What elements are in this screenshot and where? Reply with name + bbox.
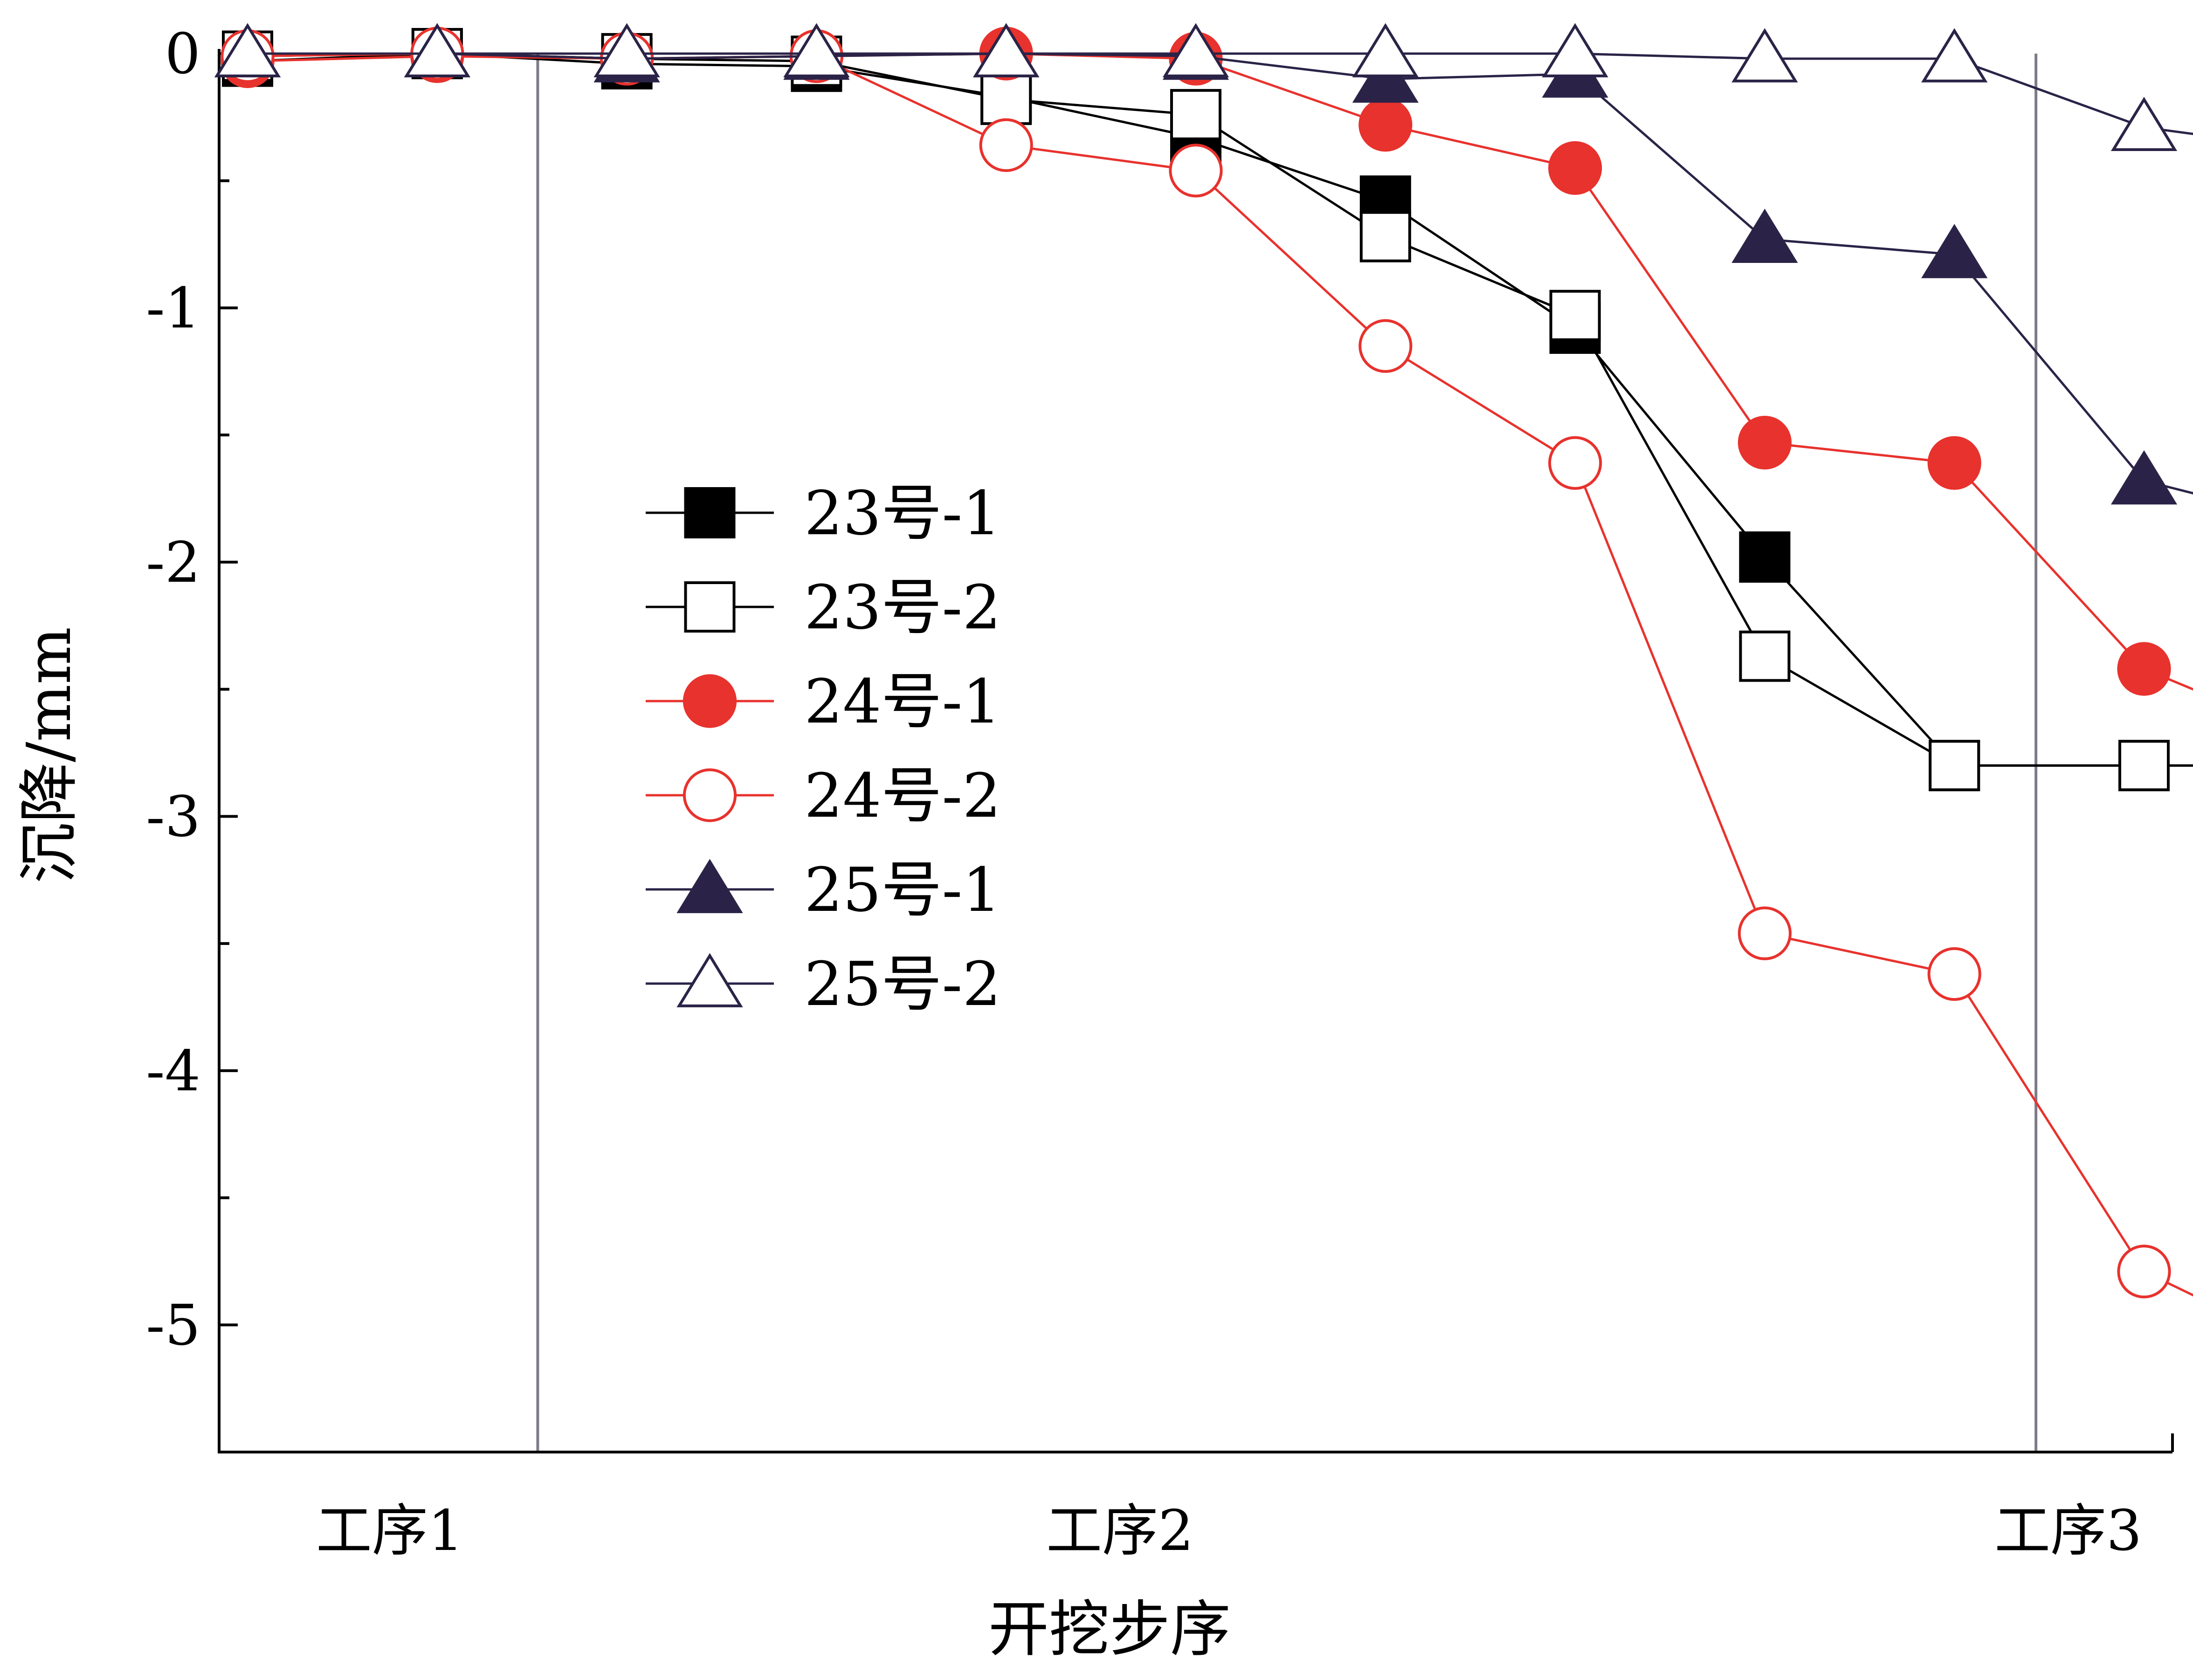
data-point	[1738, 906, 1792, 960]
data-point	[1359, 98, 1413, 152]
legend-entry-6: 25号-2	[646, 949, 1001, 1019]
data-point	[1548, 436, 1602, 490]
data-point	[979, 118, 1033, 172]
data-point	[2117, 642, 2171, 696]
data-point	[1162, 23, 1229, 77]
data-point	[1548, 141, 1602, 195]
y-tick-label: -1	[146, 276, 200, 341]
data-point	[2110, 96, 2178, 151]
data-point	[1927, 436, 1981, 490]
series-1	[222, 28, 2193, 792]
legend-marker	[684, 487, 736, 538]
y-axis-ticks: 0 -1 -2 -3 -4 -5	[146, 22, 238, 1358]
data-point	[1929, 740, 1980, 792]
data-point	[1731, 28, 1798, 83]
legend: 23号-1 23号-2 24号-1 24号-2 25号-1 25号-2	[646, 478, 1001, 1019]
legend-entry-3: 24号-1	[646, 666, 1001, 737]
legend-marker	[684, 581, 736, 633]
series-group	[214, 23, 2193, 1299]
legend-label: 24号-2	[804, 760, 1001, 831]
x-axis-stage-labels: 工序1 工序2 工序3	[316, 1499, 2142, 1563]
data-point	[2117, 1245, 2171, 1299]
axes	[218, 49, 2174, 1453]
data-point	[1352, 23, 1419, 77]
data-point	[404, 23, 470, 77]
legend-label: 23号-2	[804, 572, 1001, 643]
legend-marker	[683, 768, 737, 822]
x-stage-label-3: 工序3	[1994, 1499, 2142, 1563]
stage-dividers	[536, 54, 2038, 1452]
y-tick-label: -5	[146, 1293, 200, 1358]
legend-label: 25号-1	[804, 854, 1001, 925]
legend-label: 24号-1	[804, 666, 1001, 737]
series-4	[221, 27, 2193, 1299]
data-point	[2110, 450, 2178, 505]
y-tick-label: -2	[146, 530, 200, 595]
y-tick-label: 0	[165, 22, 200, 87]
data-point	[214, 23, 281, 77]
data-point	[1921, 224, 1988, 278]
data-point	[1359, 319, 1413, 373]
y-tick-label: -4	[146, 1039, 200, 1104]
legend-label: 25号-2	[804, 949, 1001, 1019]
legend-marker	[676, 859, 743, 913]
data-point	[1169, 144, 1223, 198]
data-point	[1731, 208, 1798, 263]
data-point	[1921, 28, 1988, 83]
legend-entry-1: 23号-1	[646, 478, 1001, 549]
y-tick-label: -3	[146, 785, 200, 849]
data-point	[1170, 89, 1221, 140]
legend-marker	[683, 674, 737, 728]
x-stage-label-2: 工序2	[1046, 1499, 1193, 1563]
data-point	[2118, 740, 2170, 792]
data-point	[1542, 23, 1608, 77]
data-point	[1549, 289, 1601, 341]
data-point	[1738, 415, 1792, 470]
data-point	[783, 23, 850, 77]
legend-label: 23号-1	[804, 478, 1001, 549]
series-line	[248, 52, 2193, 135]
x-axis-title: 开挖步序	[988, 1594, 1231, 1665]
legend-entry-4: 24号-2	[646, 760, 1001, 831]
series-line	[248, 52, 2193, 495]
data-point	[1739, 531, 1791, 583]
data-point	[1927, 947, 1981, 1001]
legend-entry-2: 23号-2	[646, 572, 1001, 643]
legend-entry-5: 25号-1	[646, 854, 1001, 925]
data-point	[973, 23, 1040, 77]
x-stage-label-1: 工序1	[316, 1499, 463, 1563]
legend-marker	[676, 953, 743, 1007]
data-point	[593, 23, 660, 77]
data-point	[1739, 630, 1791, 682]
series-6	[214, 23, 2193, 151]
y-axis-title: 沉降/mm	[14, 627, 84, 883]
data-point	[980, 74, 1032, 125]
data-point	[1359, 211, 1411, 262]
